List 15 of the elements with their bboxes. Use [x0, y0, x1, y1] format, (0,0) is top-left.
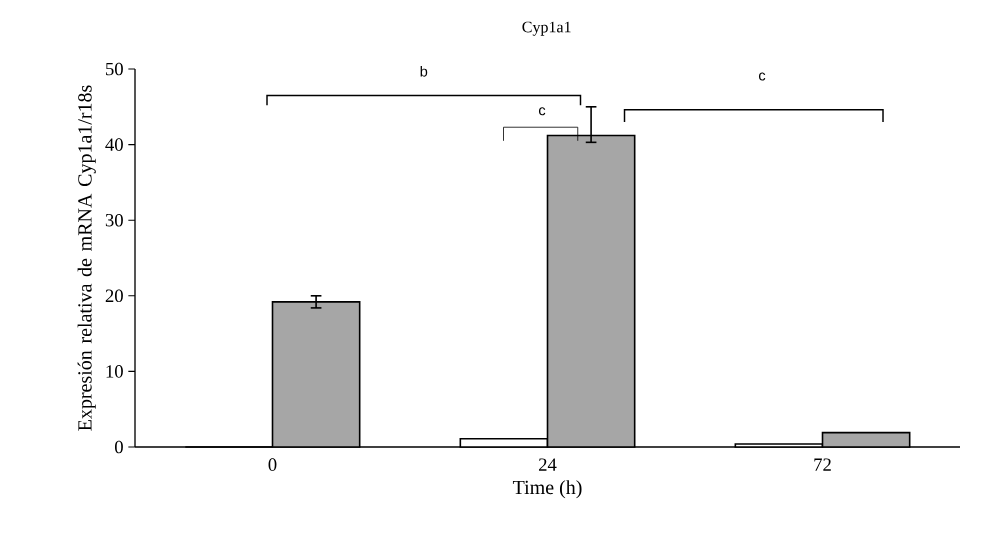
y-tick-label: 50 — [106, 62, 123, 76]
y-tick-label: 30 — [105, 213, 123, 227]
chart-title: Cyp1a1 — [522, 21, 571, 36]
y-axis-title: Expresión relativa de mRNA Cyp1a1/r18s — [77, 85, 96, 431]
annotation: b — [420, 65, 428, 77]
x-tick-label: 72 — [814, 458, 831, 471]
y-tick-label: 10 — [106, 365, 123, 378]
y-tick-label: 40 — [105, 138, 123, 151]
y-tick-label: 0 — [115, 440, 123, 454]
x-tick-label: 24 — [538, 458, 557, 471]
x-axis-title: Time (h) — [512, 480, 582, 499]
y-tick-label: 20 — [105, 289, 123, 303]
annotation: c — [758, 72, 766, 81]
annotation: c — [538, 107, 546, 116]
x-tick-label: 0 — [268, 458, 277, 471]
